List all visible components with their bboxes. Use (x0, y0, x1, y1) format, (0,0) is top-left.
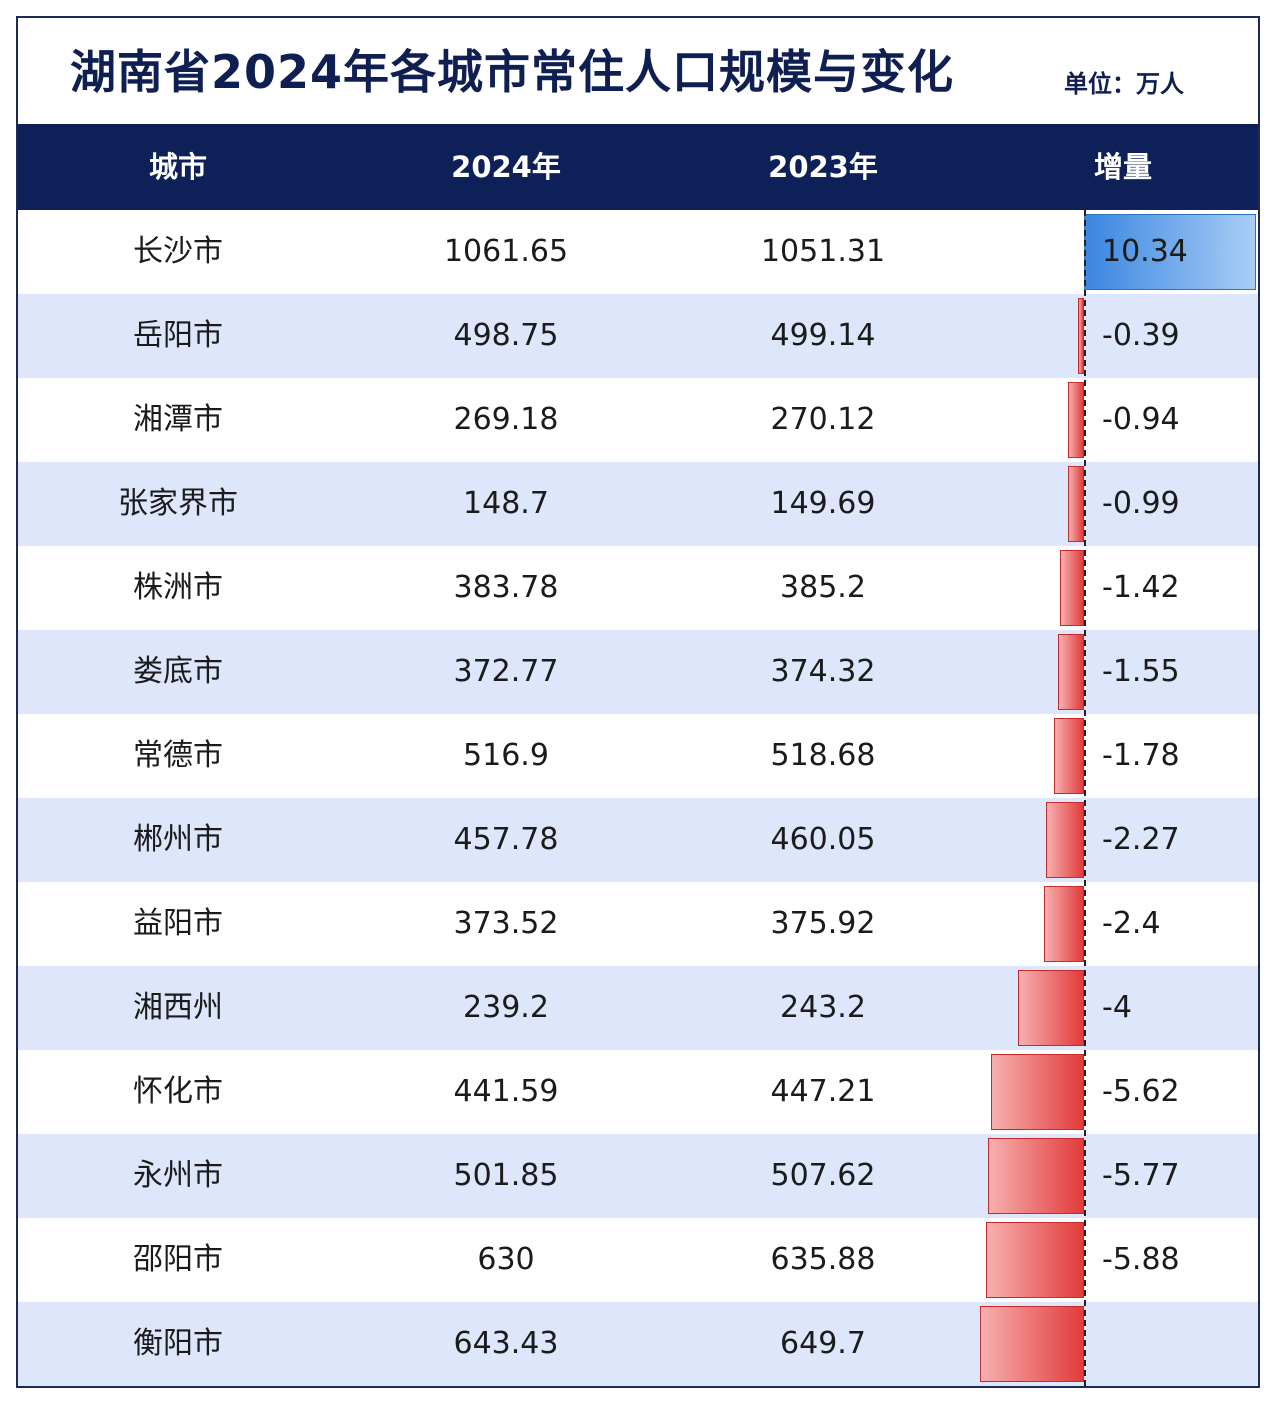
delta-bar (1068, 382, 1084, 458)
city-cell: 株洲市 (133, 570, 223, 605)
delta-cell: -0.99 (1102, 486, 1180, 521)
table-row: 湘潭市 269.18 270.12 -0.94 (18, 378, 1258, 462)
delta-cell: -0.39 (1102, 318, 1180, 353)
header-2024: 2024年 (451, 150, 561, 184)
value-2023-cell: 375.92 (770, 906, 876, 941)
value-2024-cell: 498.75 (453, 318, 559, 353)
delta-cell: -2.4 (1102, 906, 1161, 941)
delta-bar (1067, 466, 1084, 542)
table-row: 张家界市 148.7 149.69 -0.99 (18, 462, 1258, 546)
delta-cell: -0.94 (1102, 402, 1180, 437)
city-cell: 岳阳市 (133, 318, 223, 353)
city-cell: 湘西州 (133, 990, 223, 1025)
city-cell: 湘潭市 (133, 402, 223, 437)
value-2023-cell: 149.69 (770, 486, 876, 521)
delta-bar (988, 1138, 1084, 1214)
value-2023-cell: 499.14 (770, 318, 876, 353)
value-2023-cell: 270.12 (770, 402, 876, 437)
value-2024-cell: 1061.65 (443, 234, 569, 269)
city-cell: 长沙市 (133, 234, 223, 269)
city-cell: 益阳市 (133, 906, 223, 941)
value-2023-cell: 374.32 (770, 654, 876, 689)
delta-zero-axis (1084, 210, 1086, 1386)
delta-cell: -2.27 (1102, 822, 1180, 857)
table-row: 邵阳市 630 635.88 -5.88 (18, 1218, 1258, 1302)
delta-cell: 10.34 (1102, 234, 1188, 269)
table-row: 岳阳市 498.75 499.14 -0.39 (18, 294, 1258, 378)
table-row: 株洲市 383.78 385.2 -1.42 (18, 546, 1258, 630)
header-delta: 增量 (1093, 150, 1152, 184)
chart-title: 湖南省2024年各城市常住人口规模与变化 (70, 45, 955, 99)
city-cell: 怀化市 (133, 1074, 223, 1109)
delta-bar (1054, 718, 1084, 794)
delta-bar (986, 1222, 1084, 1298)
delta-cell: -5.88 (1102, 1242, 1180, 1277)
delta-bar (1077, 298, 1084, 374)
value-2024-cell: 373.52 (453, 906, 559, 941)
table-row: 湘西州 239.2 243.2 -4 (18, 966, 1258, 1050)
city-cell: 邵阳市 (133, 1242, 223, 1277)
value-2023-cell: 460.05 (770, 822, 876, 857)
value-2024-cell: 630 (477, 1242, 535, 1277)
table-row: 怀化市 441.59 447.21 -5.62 (18, 1050, 1258, 1134)
delta-cell: -4 (1102, 990, 1132, 1025)
delta-cell: -5.62 (1102, 1074, 1180, 1109)
city-cell: 常德市 (133, 738, 223, 773)
delta-bar (1060, 550, 1084, 626)
value-2023-cell: 635.88 (770, 1242, 876, 1277)
delta-bar (990, 1054, 1084, 1130)
delta-bar (1084, 214, 1256, 290)
value-2023-cell: 518.68 (770, 738, 876, 773)
header-2023: 2023年 (768, 150, 878, 184)
value-2023-cell: 1051.31 (760, 234, 886, 269)
table-row: 衡阳市 643.43 649.7 (18, 1302, 1258, 1386)
value-2023-cell: 385.2 (780, 570, 866, 605)
value-2024-cell: 239.2 (463, 990, 549, 1025)
table-row: 长沙市 1061.65 1051.31 10.34 (18, 210, 1258, 294)
value-2023-cell: 243.2 (780, 990, 866, 1025)
delta-cell: -1.55 (1102, 654, 1180, 689)
value-2024-cell: 148.7 (463, 486, 549, 521)
table-header: 城市 2024年 2023年 增量 (18, 124, 1258, 210)
delta-cell (1094, 1302, 1242, 1386)
delta-cell: -1.78 (1102, 738, 1180, 773)
value-2024-cell: 372.77 (453, 654, 559, 689)
city-cell: 郴州市 (133, 822, 223, 857)
value-2023-cell: 447.21 (770, 1074, 876, 1109)
city-cell: 永州市 (133, 1158, 223, 1193)
delta-bar (1044, 886, 1084, 962)
value-2024-cell: 516.9 (463, 738, 549, 773)
city-cell: 张家界市 (118, 486, 238, 521)
delta-bar (979, 1306, 1084, 1382)
table-row: 常德市 516.9 518.68 -1.78 (18, 714, 1258, 798)
city-cell: 娄底市 (133, 654, 223, 689)
header-city: 城市 (148, 150, 207, 184)
unit-label: 单位：万人 (1064, 70, 1184, 98)
value-2023-cell: 507.62 (770, 1158, 876, 1193)
value-2024-cell: 269.18 (453, 402, 559, 437)
city-cell: 衡阳市 (133, 1326, 223, 1361)
value-2024-cell: 643.43 (453, 1326, 559, 1361)
value-2024-cell: 441.59 (453, 1074, 559, 1109)
delta-cell: -5.77 (1102, 1158, 1180, 1193)
delta-bar (1058, 634, 1084, 710)
table-row: 娄底市 372.77 374.32 -1.55 (18, 630, 1258, 714)
value-2024-cell: 383.78 (453, 570, 559, 605)
table-row: 益阳市 373.52 375.92 -2.4 (18, 882, 1258, 966)
table-row: 永州市 501.85 507.62 -5.77 (18, 1134, 1258, 1218)
delta-cell: -1.42 (1102, 570, 1180, 605)
value-2023-cell: 649.7 (780, 1326, 866, 1361)
value-2024-cell: 501.85 (453, 1158, 559, 1193)
delta-bar (1017, 970, 1084, 1046)
table-row: 郴州市 457.78 460.05 -2.27 (18, 798, 1258, 882)
delta-bar (1046, 802, 1084, 878)
value-2024-cell: 457.78 (453, 822, 559, 857)
